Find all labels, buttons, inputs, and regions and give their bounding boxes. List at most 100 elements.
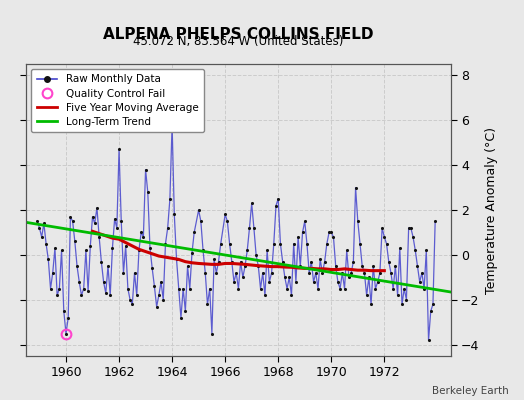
Point [263, 247, 271, 254]
Point [385, 258, 393, 265]
Point [416, 279, 424, 285]
Point [77, 292, 85, 298]
Point [46, 286, 54, 292]
Point [394, 292, 402, 298]
Point [267, 270, 276, 276]
Point [208, 330, 216, 337]
Point [93, 204, 101, 211]
Point [367, 301, 375, 308]
Point [391, 263, 400, 269]
Text: 45.072 N, 83.564 W (United States): 45.072 N, 83.564 W (United States) [133, 35, 344, 48]
Point [413, 263, 422, 269]
Point [102, 290, 110, 296]
Point [294, 234, 302, 240]
Point [285, 274, 293, 280]
Point [66, 214, 74, 220]
Point [272, 202, 280, 209]
Point [374, 279, 382, 285]
Text: Berkeley Earth: Berkeley Earth [432, 386, 508, 396]
Point [84, 288, 92, 294]
Point [137, 229, 145, 236]
Point [115, 146, 123, 152]
Point [161, 240, 170, 247]
Point [254, 263, 263, 269]
Point [256, 286, 265, 292]
Point [343, 247, 351, 254]
Point [398, 301, 406, 308]
Point [389, 286, 397, 292]
Point [210, 256, 219, 263]
Point [241, 263, 249, 269]
Point [363, 292, 371, 298]
Point [383, 240, 391, 247]
Title: ALPENA PHELPS COLLINS FIELD: ALPENA PHELPS COLLINS FIELD [103, 27, 374, 42]
Point [274, 196, 282, 202]
Point [113, 225, 121, 231]
Point [234, 286, 243, 292]
Point [418, 270, 426, 276]
Point [205, 286, 214, 292]
Point [135, 247, 143, 254]
Point [405, 225, 413, 231]
Point [119, 270, 128, 276]
Point [372, 286, 380, 292]
Point [104, 263, 112, 269]
Point [86, 243, 94, 249]
Point [183, 263, 192, 269]
Point [201, 270, 210, 276]
Point [278, 258, 287, 265]
Point [223, 218, 232, 224]
Point [402, 297, 411, 303]
Point [232, 270, 241, 276]
Point [323, 240, 331, 247]
Point [185, 286, 194, 292]
Point [141, 166, 150, 173]
Point [194, 207, 203, 213]
Point [214, 258, 223, 265]
Point [159, 297, 168, 303]
Point [307, 258, 315, 265]
Point [203, 301, 212, 308]
Point [321, 258, 329, 265]
Point [40, 220, 48, 227]
Point [38, 234, 46, 240]
Point [347, 270, 355, 276]
Point [95, 234, 103, 240]
Point [89, 214, 97, 220]
Point [80, 286, 88, 292]
Point [55, 286, 63, 292]
Point [117, 218, 125, 224]
Point [352, 184, 360, 191]
Point [349, 258, 357, 265]
Point [236, 258, 245, 265]
Point [429, 301, 437, 308]
Point [325, 229, 333, 236]
Point [148, 265, 156, 272]
Point [111, 216, 119, 222]
Point [245, 225, 254, 231]
Point [247, 200, 256, 206]
Point [378, 225, 386, 231]
Point [376, 270, 384, 276]
Point [338, 270, 346, 276]
Point [334, 279, 342, 285]
Point [276, 240, 285, 247]
Point [157, 279, 165, 285]
Point [314, 286, 322, 292]
Point [431, 218, 439, 224]
Point [190, 229, 199, 236]
Point [170, 211, 179, 218]
Point [133, 292, 141, 298]
Point [73, 263, 81, 269]
Point [69, 218, 77, 224]
Point [296, 263, 304, 269]
Point [336, 286, 344, 292]
Point [188, 250, 196, 256]
Point [216, 240, 225, 247]
Point [130, 270, 139, 276]
Point [420, 286, 428, 292]
Point [44, 256, 52, 263]
Point [155, 292, 163, 298]
Legend: Raw Monthly Data, Quality Control Fail, Five Year Moving Average, Long-Term Tren: Raw Monthly Data, Quality Control Fail, … [31, 69, 204, 132]
Point [57, 247, 66, 254]
